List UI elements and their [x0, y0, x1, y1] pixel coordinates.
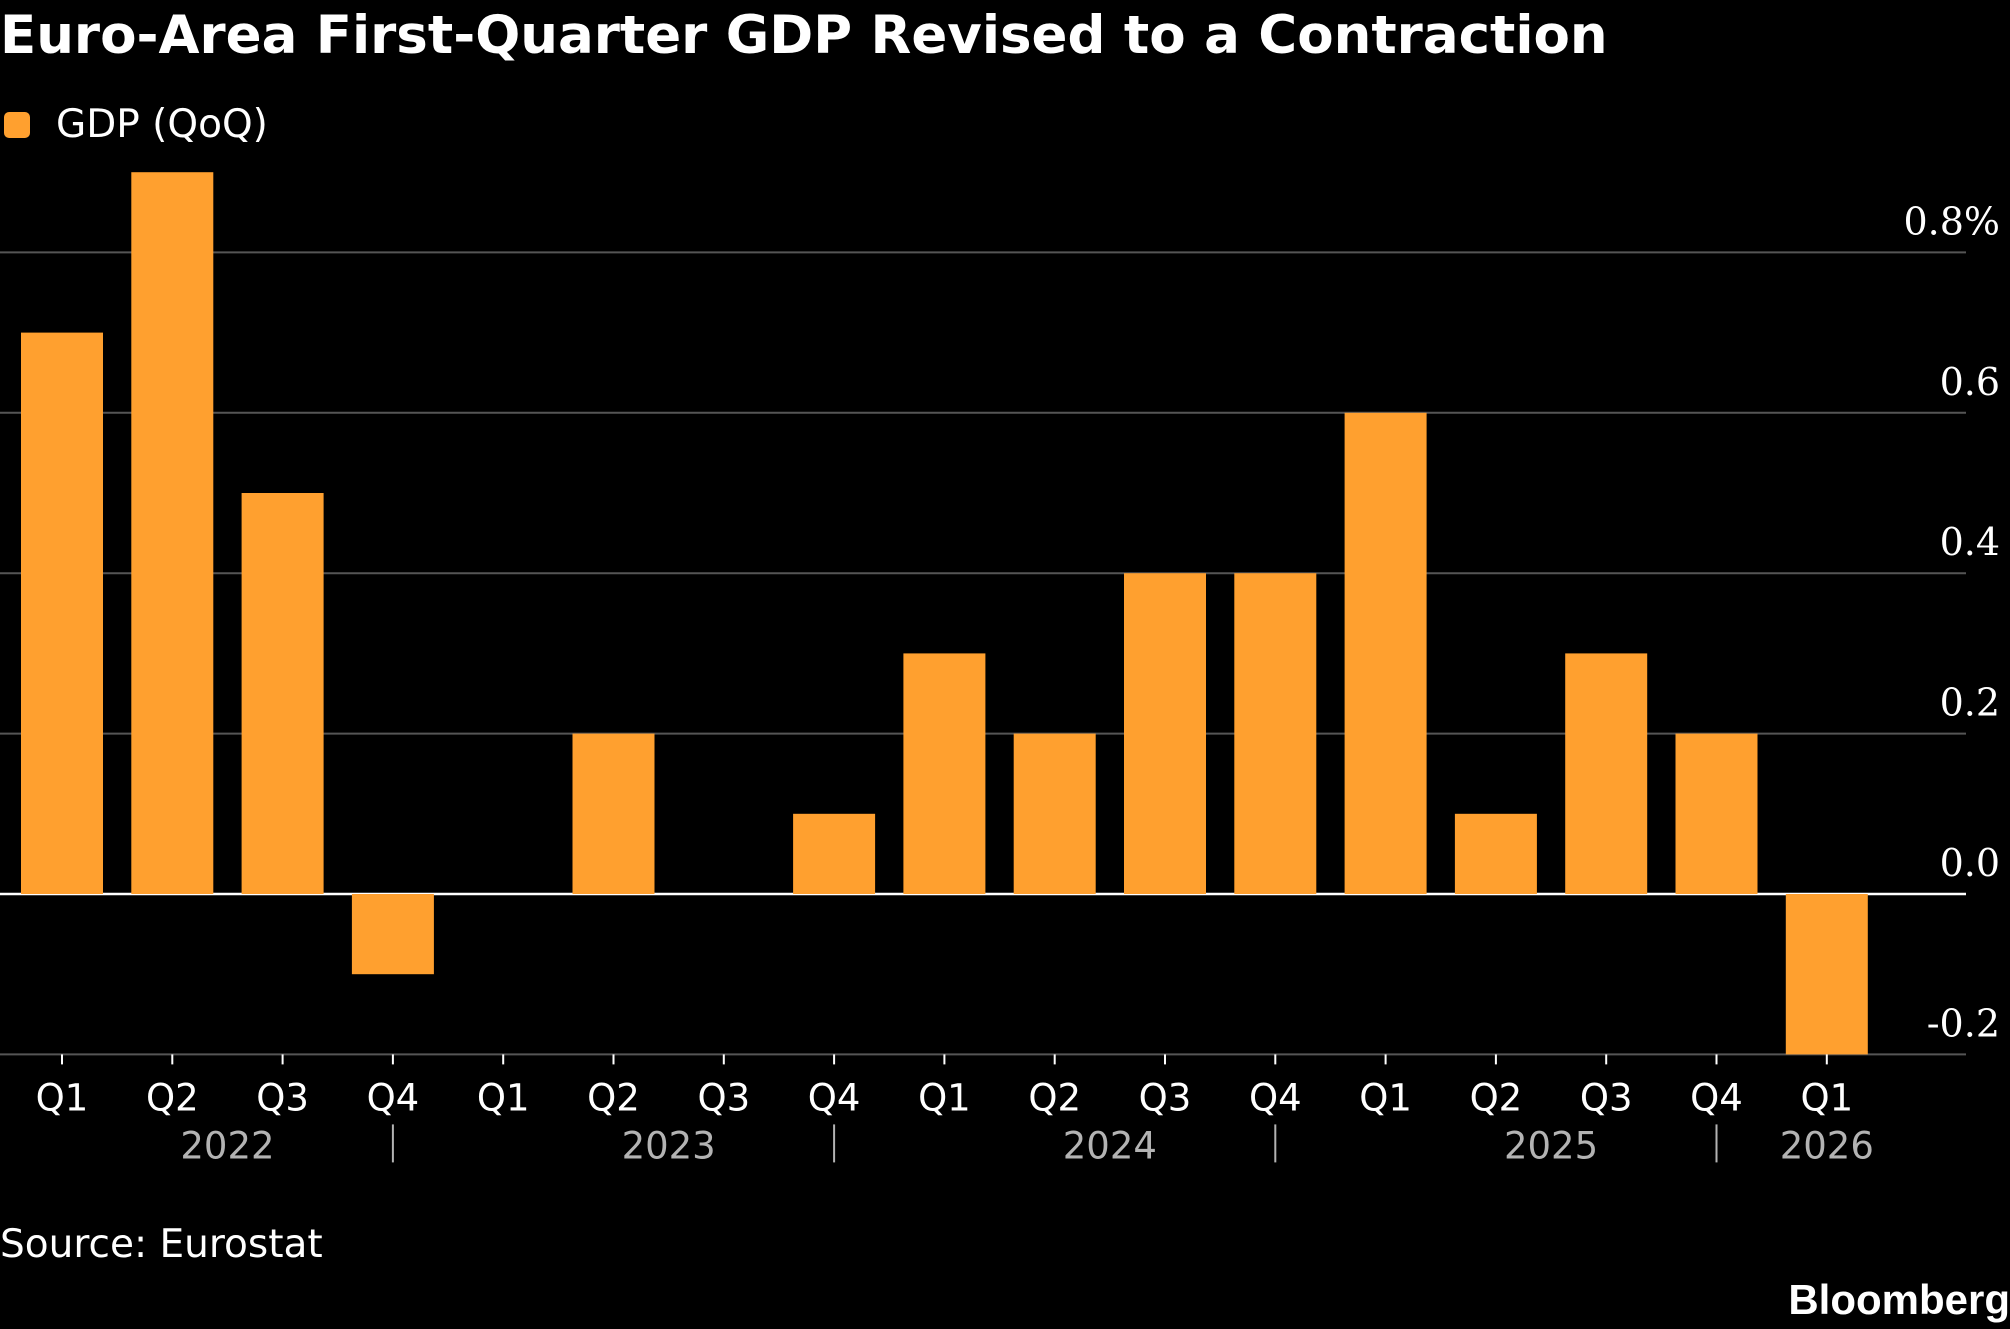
y-tick-label: 0.4 — [1940, 520, 2000, 564]
quarter-label: Q4 — [808, 1076, 861, 1119]
year-label: 2024 — [1063, 1124, 1157, 1167]
quarter-label: Q1 — [918, 1076, 971, 1119]
bar — [572, 733, 655, 894]
quarter-label: Q4 — [1249, 1076, 1302, 1119]
quarter-label: Q2 — [1470, 1076, 1523, 1119]
quarter-label: Q1 — [1359, 1076, 1412, 1119]
quarter-label: Q2 — [146, 1076, 199, 1119]
year-label: 2026 — [1780, 1124, 1874, 1167]
y-tick-label: -0.2 — [1927, 1001, 2000, 1045]
bar — [351, 894, 434, 975]
bar — [793, 813, 876, 894]
bar — [1344, 412, 1427, 894]
bar-chart: 0.8% 0.6 0.4 0.2 0.0 -0.2 Q1 Q2 Q3 Q4 Q1 Q2 Q3 Q4 Q1 Q2… — [0, 172, 2000, 1167]
bar — [1454, 813, 1537, 894]
bloomberg-logo: Bloomberg — [1788, 1276, 2010, 1323]
legend-label: GDP (QoQ) — [56, 102, 268, 147]
bar — [1675, 733, 1758, 894]
bar — [1124, 573, 1206, 894]
quarter-label: Q3 — [1580, 1076, 1633, 1119]
quarter-label: Q1 — [36, 1076, 89, 1119]
quarter-label: Q1 — [1800, 1076, 1853, 1119]
legend-swatch — [4, 112, 30, 138]
bar — [1785, 894, 1868, 1055]
legend: GDP (QoQ) — [4, 102, 268, 148]
year-label: 2025 — [1504, 1124, 1598, 1167]
bar — [241, 493, 324, 894]
quarter-label: Q3 — [256, 1076, 309, 1119]
quarter-label: Q2 — [587, 1076, 640, 1119]
chart-title: Euro-Area First-Quarter GDP Revised to a… — [0, 5, 1608, 66]
year-label: 2023 — [622, 1124, 716, 1167]
source-note: Source: Eurostat — [0, 1222, 323, 1267]
bar — [903, 653, 986, 894]
quarter-label: Q2 — [1028, 1076, 1081, 1119]
quarter-label: Q3 — [697, 1076, 750, 1119]
bar — [131, 172, 214, 894]
y-tick-label: 0.8% — [1903, 199, 2000, 243]
bar — [1565, 653, 1648, 894]
year-label: 2022 — [180, 1124, 274, 1167]
quarter-label: Q4 — [1690, 1076, 1743, 1119]
quarter-label: Q3 — [1139, 1076, 1192, 1119]
bar — [1013, 733, 1096, 894]
y-tick-label: 0.2 — [1940, 681, 2000, 725]
quarter-label: Q1 — [477, 1076, 530, 1119]
y-tick-label: 0.0 — [1940, 841, 2000, 885]
bar — [21, 332, 103, 895]
quarter-label: Q4 — [367, 1076, 420, 1119]
bar — [1234, 573, 1317, 894]
y-tick-label: 0.6 — [1940, 360, 2000, 404]
